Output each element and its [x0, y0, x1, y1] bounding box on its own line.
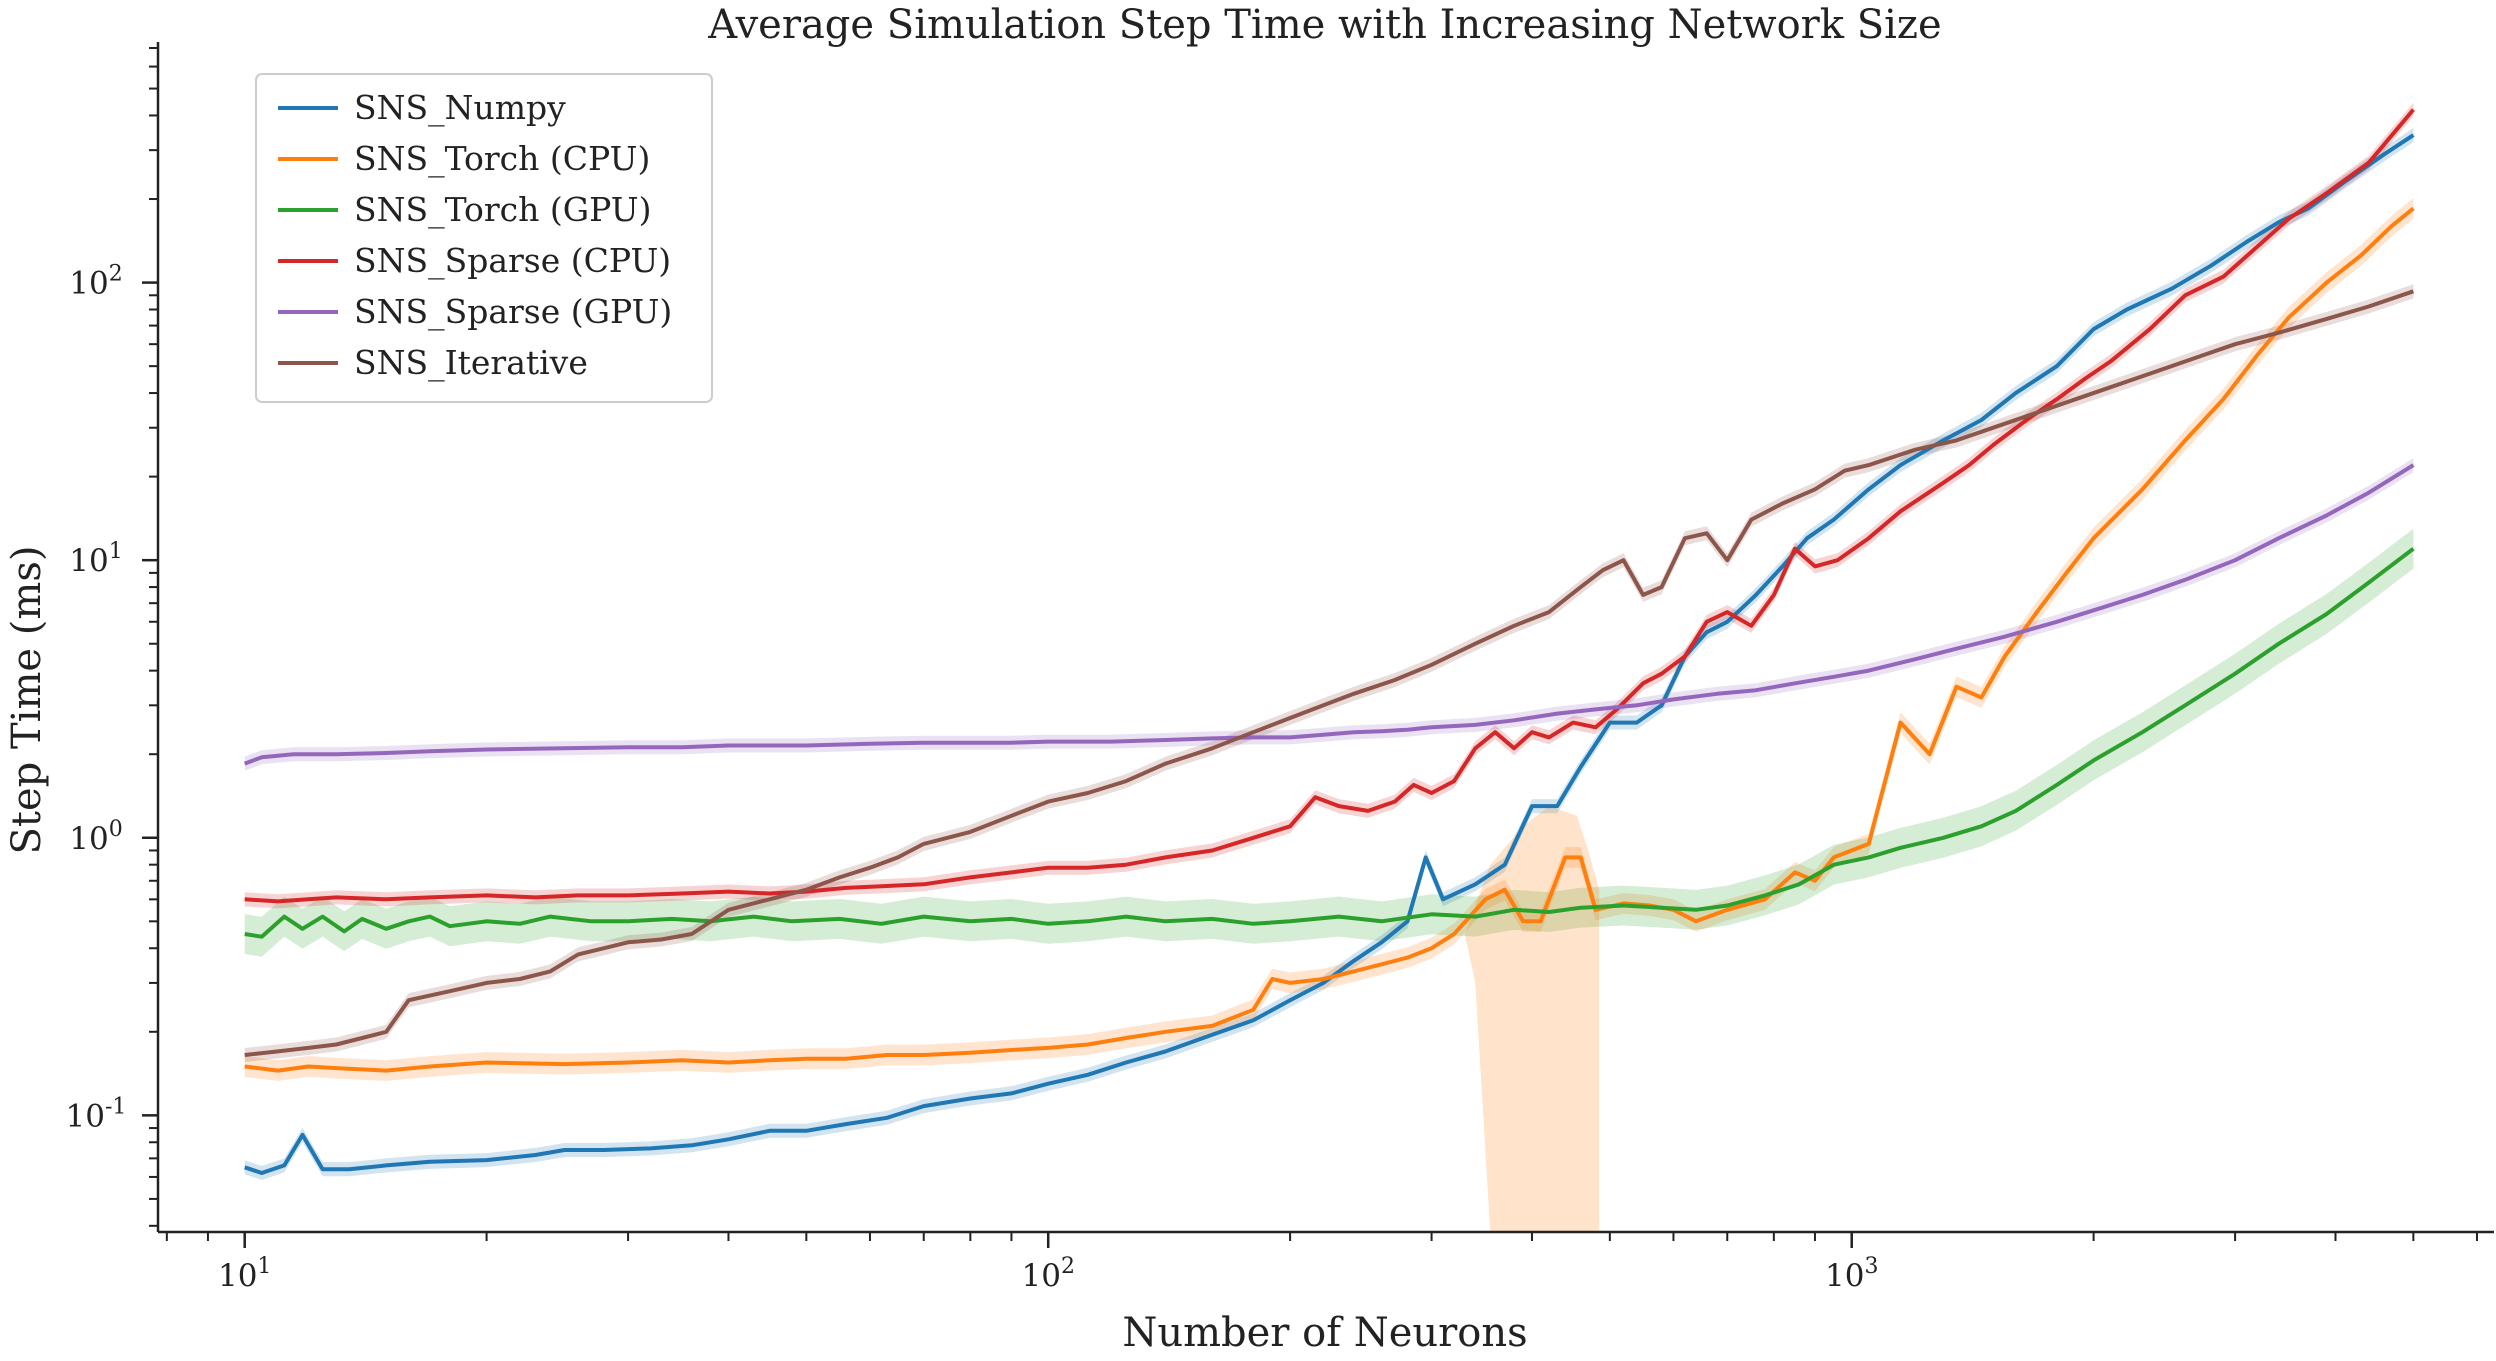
- legend-label-sns-torch-gpu: SNS_Torch (GPU): [354, 190, 651, 230]
- legend-label-sns-sparse-cpu: SNS_Sparse (CPU): [354, 241, 671, 281]
- band-sns-iterative: [244, 284, 2414, 1062]
- line-sns-iterative: [244, 289, 2415, 1057]
- y-tick-label: 102: [69, 262, 122, 302]
- line-sns-sparse-cpu: [244, 108, 2415, 904]
- band-sns-sparse-gpu: [244, 458, 2414, 771]
- axes: 101 102 103 10-1 100 101 102: [66, 42, 2494, 1294]
- x-tick-label: 103: [1825, 1254, 1878, 1294]
- legend-label-sns-torch-cpu: SNS_Torch (CPU): [354, 139, 650, 179]
- chart-title: Average Simulation Step Time with Increa…: [707, 2, 1941, 48]
- legend-label-sns-iterative: SNS_Iterative: [354, 343, 588, 383]
- legend-box: [255, 73, 713, 403]
- y-tick-label: 100: [69, 817, 122, 857]
- line-sns-numpy: [244, 133, 2415, 1175]
- y-tick-label: 10-1: [66, 1094, 127, 1134]
- legend-label-sns-sparse-gpu: SNS_Sparse (GPU): [354, 292, 672, 332]
- y-tick-label: 101: [69, 539, 122, 579]
- band-spike-sns-torch-cpu: [1464, 806, 1600, 1232]
- x-tick-label: 102: [1021, 1254, 1074, 1294]
- line-sns-torch-gpu: [244, 547, 2415, 939]
- x-tick-label: 101: [218, 1254, 271, 1294]
- y-axis-label: Step Time (ms): [4, 546, 50, 855]
- series-lines: [244, 108, 2415, 1175]
- legend: SNS_Numpy SNS_Torch (CPU) SNS_Torch (GPU) S…: [255, 73, 713, 403]
- x-axis-label: Number of Neurons: [1122, 1310, 1527, 1356]
- legend-label-sns-numpy: SNS_Numpy: [354, 88, 566, 128]
- band-sns-torch-gpu: [244, 528, 2414, 957]
- line-sns-sparse-gpu: [244, 463, 2415, 766]
- line-sns-torch-cpu: [244, 206, 2415, 1073]
